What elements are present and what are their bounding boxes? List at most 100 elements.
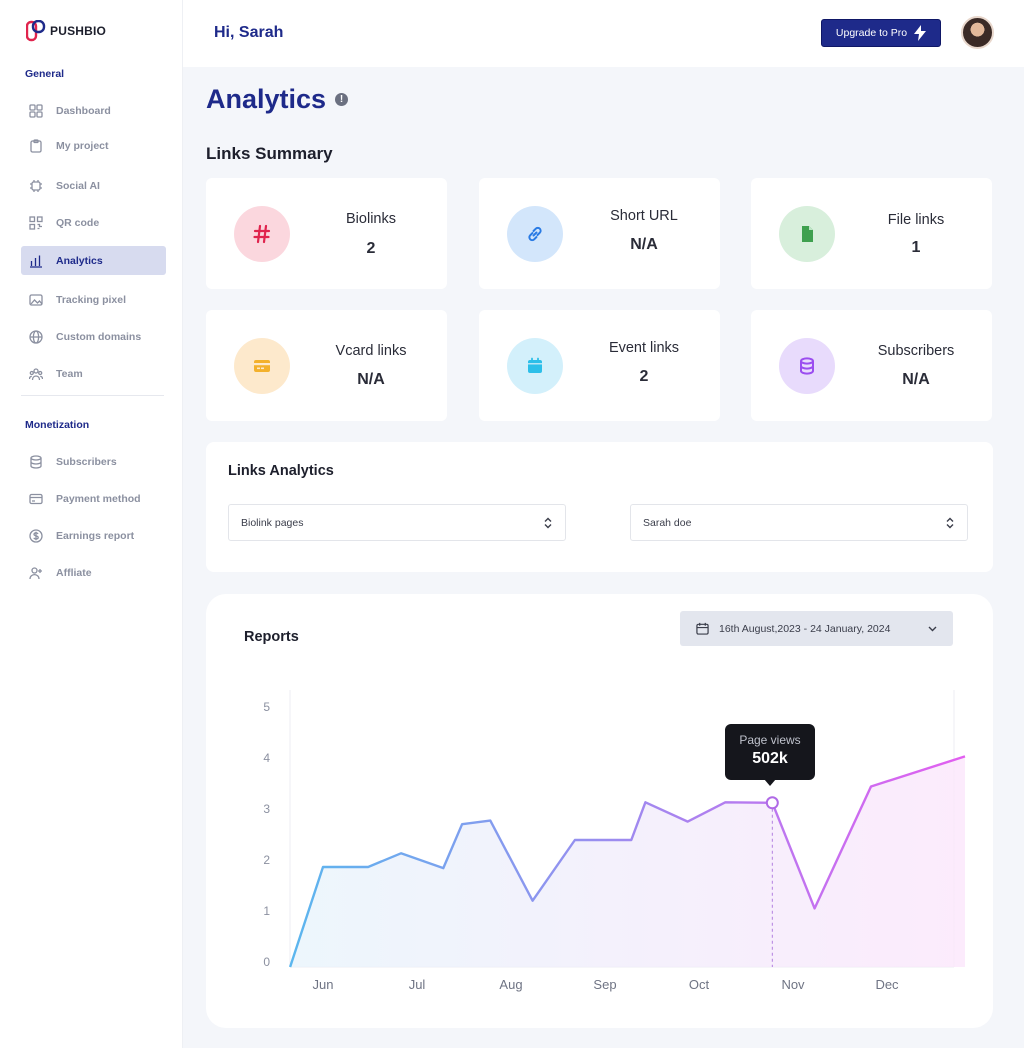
summary-card-value: N/A	[357, 371, 385, 388]
chart-tooltip: Page views 502k	[725, 724, 815, 786]
sidebar-item-icon	[29, 215, 43, 230]
sidebar-item-label: Affliate	[56, 566, 92, 579]
link-type-select[interactable]: Biolink pages	[228, 504, 566, 541]
summary-card-short-url[interactable]: Short URL N/A	[479, 178, 720, 289]
chip-icon	[30, 179, 42, 192]
y-tick-label: 3	[263, 802, 270, 816]
x-tick-label: Nov	[781, 977, 805, 992]
credit-card-icon	[29, 493, 43, 504]
sidebar-item-icon	[29, 138, 43, 153]
series-line	[288, 755, 966, 968]
logo-icon	[26, 20, 46, 42]
sidebar-item-earnings-report[interactable]: Earnings report	[21, 521, 166, 550]
link-type-value: Biolink pages	[241, 516, 304, 529]
user-plus-icon	[29, 566, 42, 579]
avatar[interactable]	[961, 16, 994, 49]
page-views-chart: 0 1 2 3 4 5 Jun Jul Aug Sep Oct Nov Dec	[263, 690, 966, 992]
sidebar-item-icon	[29, 293, 43, 307]
links-analytics-panel: Links Analytics Biolink pages Sarah doe	[206, 442, 993, 572]
summary-card-value: 1	[911, 239, 921, 256]
summary-card-label: Biolinks	[346, 211, 396, 227]
sidebar-item-social-ai[interactable]: Social AI	[21, 171, 166, 200]
top-header: Hi, Sarah Upgrade to Pro	[183, 0, 1024, 67]
monetization-section-title: Monetization	[25, 419, 90, 431]
date-range-text: 16th August,2023 - 24 January, 2024	[719, 622, 891, 635]
file-icon	[802, 226, 813, 242]
sidebar-item-payment-method[interactable]: Payment method	[21, 484, 166, 513]
page-title: Analytics !	[206, 84, 349, 115]
x-tick-label: Oct	[689, 977, 710, 992]
y-tick-label: 5	[263, 700, 270, 714]
qr-icon	[29, 215, 43, 230]
summary-card-icon-circle	[234, 206, 290, 262]
summary-card-subscribers[interactable]: Subscribers N/A	[751, 310, 992, 421]
summary-card-event-links[interactable]: Event links 2	[479, 310, 720, 421]
summary-card-file-links[interactable]: File links 1	[751, 178, 992, 289]
sidebar-item-subscribers[interactable]: Subscribers	[21, 447, 166, 476]
tooltip-label: Page views	[739, 733, 801, 747]
summary-card-label: File links	[887, 212, 945, 228]
summary-card-value: N/A	[902, 371, 930, 388]
x-tick-label: Dec	[875, 977, 899, 992]
select-chevrons-icon	[544, 517, 552, 528]
grid-icon	[29, 103, 43, 118]
sidebar-item-affliate[interactable]: Affliate	[21, 558, 166, 587]
upgrade-button-label: Upgrade to Pro	[835, 27, 908, 39]
summary-card-icon-circle	[507, 338, 563, 394]
sidebar-item-label: QR code	[56, 216, 100, 229]
sidebar-item-my-project[interactable]: My project	[21, 131, 166, 160]
sidebar-item-team[interactable]: Team	[21, 359, 166, 388]
sidebar-item-custom-domains[interactable]: Custom domains	[21, 322, 166, 351]
y-tick-label: 4	[263, 751, 270, 765]
sidebar-item-label: Custom domains	[56, 330, 142, 343]
sidebar-item-icon	[29, 492, 43, 506]
summary-card-value: 2	[366, 240, 376, 257]
general-section-title: General	[25, 68, 65, 80]
summary-card-icon-circle	[234, 338, 290, 394]
chevron-down-icon	[928, 626, 937, 631]
sidebar-item-label: Earnings report	[56, 529, 135, 542]
sidebar-item-analytics[interactable]: Analytics	[21, 246, 166, 275]
upgrade-button[interactable]: Upgrade to Pro	[821, 19, 941, 47]
info-icon[interactable]: !	[335, 93, 349, 106]
sidebar-item-icon	[29, 179, 43, 193]
x-tick-label: Aug	[499, 977, 522, 992]
team-icon	[29, 367, 43, 380]
sidebar-item-label: Tracking pixel	[56, 293, 127, 306]
summary-card-value: N/A	[630, 236, 658, 253]
sidebar-item-label: Analytics	[56, 254, 103, 267]
tooltip-value: 502k	[752, 750, 788, 767]
image-icon	[29, 293, 43, 306]
page-title-text: Analytics	[206, 84, 327, 114]
bar-chart-icon	[30, 255, 42, 268]
user-value: Sarah doe	[643, 516, 692, 529]
summary-card-icon-circle	[507, 206, 563, 262]
summary-card-biolinks[interactable]: Biolinks 2	[206, 178, 447, 289]
summary-card-label: Vcard links	[335, 343, 407, 359]
clipboard-icon	[30, 138, 42, 153]
sidebar-item-label: Payment method	[56, 492, 141, 505]
globe-icon	[29, 329, 43, 344]
summary-card-icon-circle	[779, 206, 835, 262]
summary-card-label: Subscribers	[877, 343, 955, 359]
logo[interactable]: PUSHBIO	[26, 20, 106, 42]
links-summary-heading: Links Summary	[206, 144, 333, 163]
y-tick-label: 0	[263, 955, 270, 969]
sidebar: PUSHBIO General Dashboard My project Socia…	[0, 0, 183, 1048]
user-select[interactable]: Sarah doe	[630, 504, 968, 541]
sidebar-item-dashboard[interactable]: Dashboard	[21, 96, 166, 125]
summary-card-label: Short URL	[610, 208, 678, 224]
sidebar-divider	[21, 395, 164, 396]
summary-card-vcard-links[interactable]: Vcard links N/A	[206, 310, 447, 421]
reports-panel: Reports 16th August,2023 - 24 January, 2…	[206, 594, 993, 1028]
sidebar-item-tracking-pixel[interactable]: Tracking pixel	[21, 285, 166, 314]
greeting: Hi, Sarah	[214, 24, 284, 41]
sidebar-item-label: Subscribers	[56, 455, 117, 468]
sidebar-item-icon	[29, 103, 43, 118]
sidebar-item-qr-code[interactable]: QR code	[21, 208, 166, 237]
sidebar-item-icon	[29, 528, 43, 543]
date-range-picker[interactable]: 16th August,2023 - 24 January, 2024	[680, 611, 953, 646]
sidebar-item-icon	[29, 566, 43, 580]
sidebar-item-icon	[29, 367, 43, 381]
x-tick-label: Jul	[409, 977, 426, 992]
